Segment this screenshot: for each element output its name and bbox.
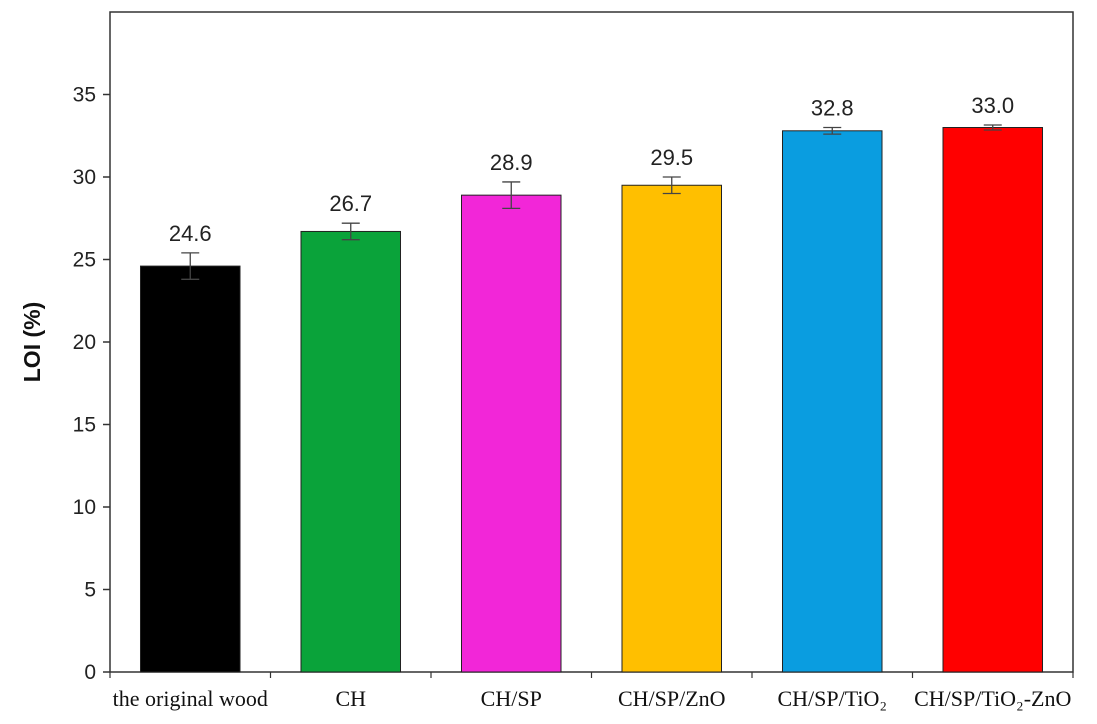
data-label: 32.8	[811, 96, 854, 121]
category-label: CH/SP/ZnO	[618, 686, 726, 711]
y-axis: 0 5 10 15 20 25 30 35	[73, 84, 110, 685]
plot-frame	[110, 12, 1073, 672]
y-tick-label: 25	[73, 249, 96, 272]
data-label: 24.6	[169, 221, 212, 246]
data-label: 29.5	[650, 145, 693, 170]
category-label: the original wood	[113, 686, 268, 711]
data-label: 26.7	[329, 191, 372, 216]
y-tick-label: 0	[84, 661, 96, 684]
bar	[301, 231, 401, 672]
bar	[461, 195, 561, 672]
y-tick-label: 30	[73, 166, 96, 189]
y-tick-label: 35	[73, 84, 96, 107]
bar	[943, 128, 1043, 673]
category-label: CH	[335, 686, 366, 711]
category-label: CH/SP/TiO₂	[777, 686, 887, 711]
y-axis-title: LOI (%)	[19, 302, 45, 383]
category-label: CH/SP/TiO₂-ZnO	[914, 686, 1071, 711]
y-tick-label: 20	[73, 331, 96, 354]
bar	[782, 131, 882, 672]
bar	[622, 185, 722, 672]
y-tick-label: 10	[73, 496, 96, 519]
bar	[140, 266, 240, 672]
data-label: 28.9	[490, 150, 533, 175]
category-label: CH/SP	[481, 686, 542, 711]
y-tick-label: 5	[84, 579, 96, 602]
x-axis: the original wood CH CH/SP CH/SP/ZnO CH/SP/T…	[110, 672, 1073, 711]
data-label: 33.0	[971, 93, 1014, 118]
y-tick-label: 15	[73, 414, 96, 437]
